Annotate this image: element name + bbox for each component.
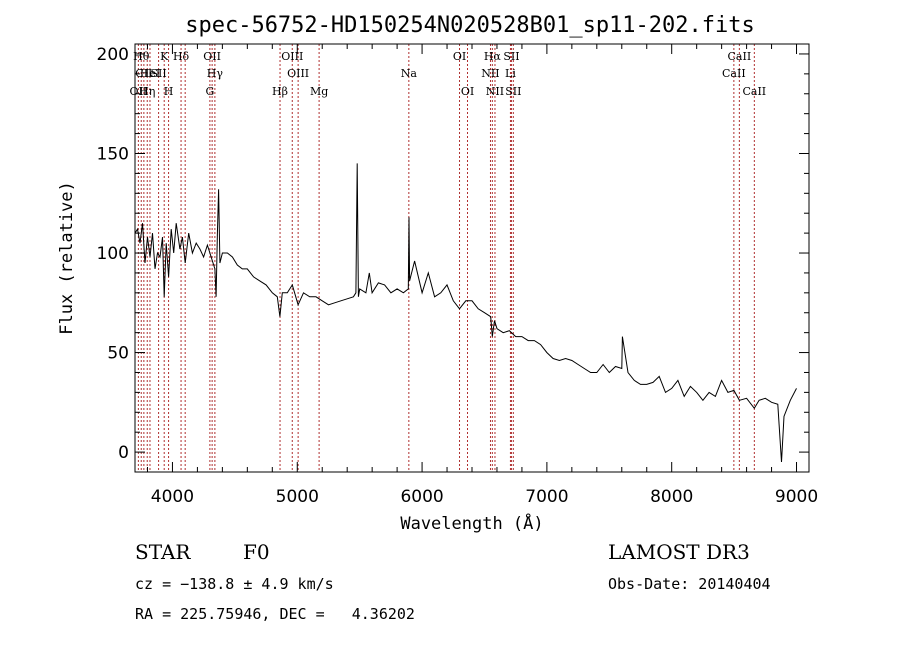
line-marker-label: CaII [728,50,752,63]
spectral-line-markers [137,44,755,472]
y-tick-label: 200 [97,45,129,65]
x-tick-label: 7000 [525,487,568,507]
x-tick-label: 5000 [276,487,319,507]
survey-name: LAMOST DR3 [608,540,750,564]
sky-coordinates: RA = 225.75946, DEC = 4.36202 [135,605,415,623]
observation-date: Obs-Date: 20140404 [608,575,771,593]
line-marker-label: Li [505,67,516,80]
chart-title: spec-56752-HD150254N020528B01_sp11-202.f… [185,13,755,38]
line-marker-label: NII [481,67,499,80]
x-tick-label: 4000 [151,487,194,507]
line-marker-label: Hγ [207,67,224,80]
line-marker-label: SII [150,67,166,80]
line-marker-label: SII [505,85,521,98]
line-marker-label: OII [203,50,221,63]
line-marker-label: CaII [742,85,766,98]
redshift-velocity: cz = −138.8 ± 4.9 km/s [135,575,334,593]
line-marker-label: Hη [139,85,155,98]
y-tick-label: 0 [118,443,129,463]
x-tick-label: 6000 [400,487,443,507]
line-marker-label: Hθ [133,50,150,63]
line-marker-label: CII [135,67,152,80]
line-marker-label: OII [130,85,148,98]
line-marker-label: OIII [281,50,303,63]
line-marker-label: K [160,50,169,63]
x-axis-label: Wavelength (Å) [400,512,543,534]
line-marker-label: H [164,85,174,98]
y-tick-label: 100 [97,244,129,264]
x-tick-label: 8000 [650,487,693,507]
line-marker-label: NII [486,85,504,98]
line-marker-label: OI [453,50,466,63]
line-marker-label: Na [401,67,418,80]
spectrum-line [134,163,797,463]
line-marker-label: Hβ [272,85,288,98]
object-class: STAR [135,540,191,564]
line-marker-label: Mg [310,85,328,98]
line-marker-label: G [205,85,214,98]
plot-frame [134,43,810,473]
spectral-subclass: F0 [243,540,270,564]
y-tick-label: 150 [97,144,129,164]
y-axis-label: Flux (relative) [57,181,77,335]
y-axis-ticks: 0 50 100 150 200 [97,45,809,473]
x-axis-ticks: 4000 5000 6000 7000 8000 9000 [146,44,818,507]
x-tick-label: 9000 [775,487,818,507]
line-marker-label: OI [461,85,474,98]
spectral-line-labels: OIIHθCIIHηHeISIIKHHδGOIIHγHβOIIIOIIIMgNa… [130,50,767,98]
line-marker-label: Hα [484,50,502,63]
line-marker-label: SII [503,50,519,63]
y-tick-label: 50 [107,344,129,364]
line-marker-label: CaII [722,67,746,80]
line-marker-label: Hδ [173,50,190,63]
line-marker-label: HeI [140,67,160,80]
line-marker-label: OIII [287,67,309,80]
